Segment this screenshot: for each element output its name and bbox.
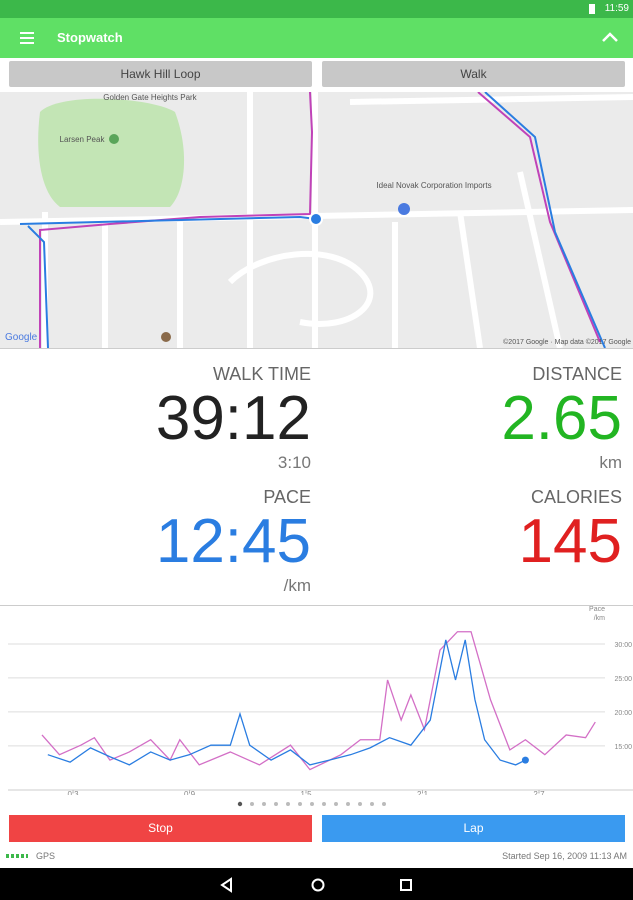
map-label: Golden Gate Heights Park [103,93,197,102]
y-tick-label: 20:00 [614,710,632,717]
x-tick-label: 1:5 [300,790,312,795]
y-tick-label: 15:00 [614,744,632,751]
divider [0,605,633,606]
stat-value: 2.65 [501,384,622,453]
nav-buttons[interactable] [218,877,418,893]
stop-button[interactable]: Stop [9,815,312,842]
divider [0,348,633,349]
x-tick-label: 2:7 [533,790,545,795]
app-title: Stopwatch [57,30,123,45]
status-bar: 11:59 [0,0,633,18]
page-indicator [237,801,386,807]
collapse-icon[interactable] [601,30,619,44]
map-attribution: ©2017 Google · Map data ©2017 Google [503,338,631,346]
start-time: Started Sep 16, 2009 11:13 AM [502,851,627,861]
stat-label: CALORIES [530,487,622,507]
x-tick-label: 0:3 [67,790,79,795]
pace-line [47,639,526,766]
current-point [521,756,529,764]
lap-button[interactable]: Lap [322,815,625,842]
battery-icon [589,4,595,14]
stat-value: 145 [518,507,622,576]
y-axis-label: Pace [589,606,605,613]
stat-label: PACE [263,487,311,507]
stat-sub: km [599,453,622,472]
x-tick-label: 0:9 [184,790,196,795]
route-selector[interactable]: Hawk Hill Loop [9,61,312,87]
pace-line [41,631,596,771]
gps-signal [6,854,28,858]
map[interactable]: Golden Gate Heights Park Larsen Peak Ide… [0,92,633,348]
stat-value: 12:45 [155,507,311,576]
clock: 11:59 [604,3,629,14]
stat-label: DISTANCE [532,364,622,384]
x-tick-label: 2:1 [417,790,429,795]
gps-label: GPS [36,851,56,861]
pace-chart: Pace /km 30:00 25:00 20:00 15:00 0:3 0:9 1:5 2:… [8,606,633,795]
y-tick-label: 30:00 [614,642,632,649]
y-tick-label: 25:00 [614,676,632,683]
nav-bar [0,868,633,900]
stat-sub: /km [283,576,311,595]
map-logo: Google [5,332,38,343]
menu-icon[interactable] [20,31,36,45]
map-label: Larsen Peak [60,135,106,144]
map-label: Ideal Novak Corporation Imports [376,181,491,190]
y-axis-unit: /km [594,615,605,622]
app-bar: Stopwatch [0,18,633,58]
stat-value: 39:12 [155,384,311,453]
stat-label: WALK TIME [212,364,311,384]
stat-sub: 3:10 [277,453,311,472]
activity-selector[interactable]: Walk [322,61,625,87]
